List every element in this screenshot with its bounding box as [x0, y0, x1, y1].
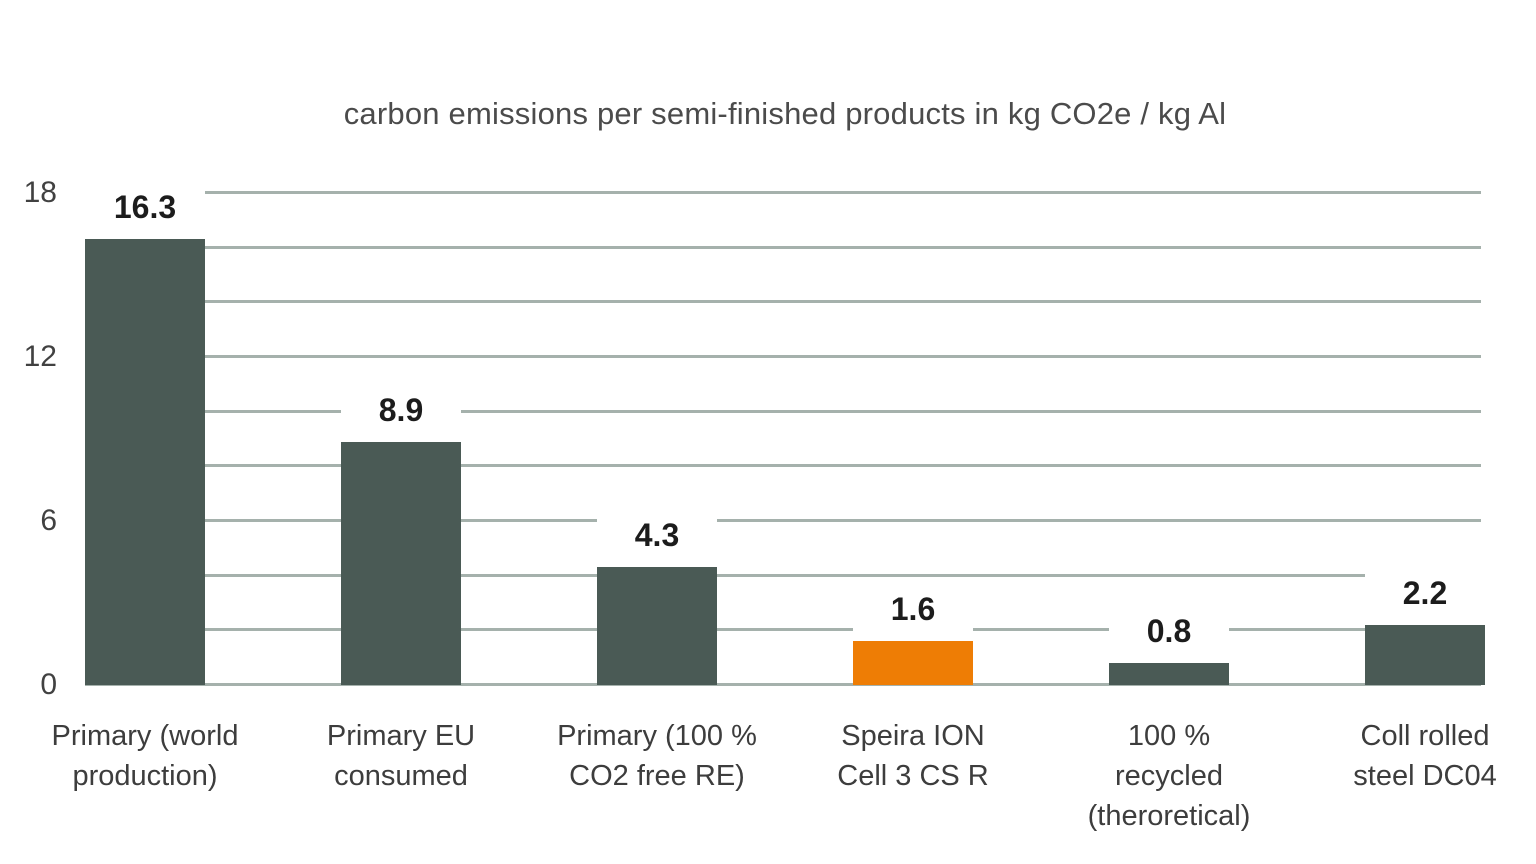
x-category-label: Coll rolled steel DC04	[1353, 720, 1497, 792]
gridline	[85, 683, 1481, 686]
bar-value-label: 16.3	[85, 183, 205, 232]
x-category-label: Primary (world production)	[51, 720, 239, 792]
bar-value-label: 1.6	[853, 585, 973, 634]
x-category-label: Primary (100 % CO2 free RE)	[557, 720, 757, 792]
bar	[1365, 624, 1485, 685]
gridline	[85, 409, 1481, 413]
x-category-label: Speira ION Cell 3 CS R	[837, 720, 989, 792]
gridline	[85, 300, 1481, 304]
bar-value-label: 4.3	[597, 511, 717, 560]
gridline	[85, 191, 1481, 194]
gridline	[85, 245, 1481, 249]
gridline	[85, 519, 1481, 522]
bar	[85, 239, 205, 685]
bar-value-label: 8.9	[341, 385, 461, 434]
gridline	[85, 573, 1481, 577]
y-axis-tick-label: 0	[40, 668, 57, 701]
bar-value-label: 0.8	[1109, 607, 1229, 656]
x-category-label: Primary EU consumed	[326, 720, 476, 792]
x-category-label: 100 % recycled (theroretical)	[1087, 720, 1251, 832]
bar	[341, 441, 461, 685]
chart-title: carbon emissions per semi-finished produ…	[343, 96, 1227, 131]
y-axis-tick-label: 18	[23, 176, 57, 209]
y-axis-tick-label: 6	[40, 504, 57, 537]
gridline	[85, 464, 1481, 468]
bar	[1109, 663, 1229, 685]
bar-value-label: 2.2	[1365, 568, 1485, 617]
bar	[597, 567, 717, 685]
gridline	[85, 355, 1481, 358]
bar	[853, 641, 973, 685]
gridline	[85, 628, 1481, 632]
y-axis-tick-label: 12	[23, 340, 57, 373]
